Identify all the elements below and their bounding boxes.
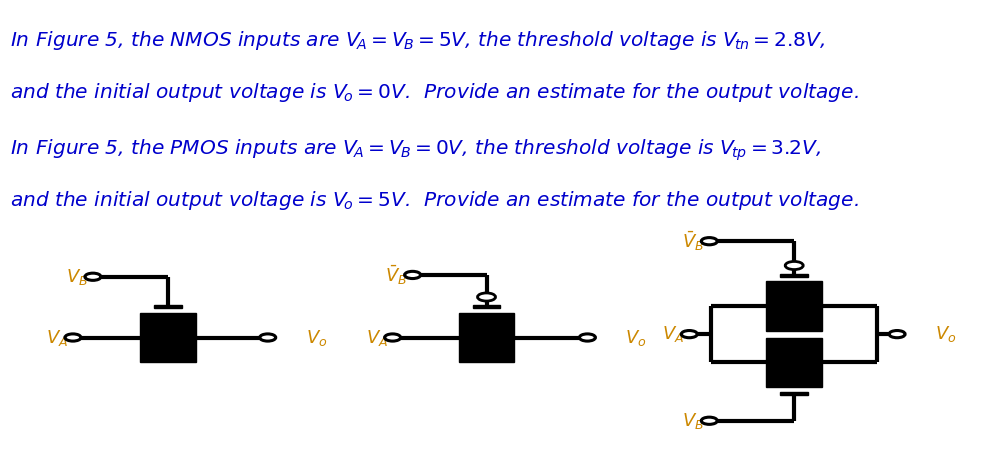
Text: $V_o$: $V_o$ <box>306 328 327 347</box>
Bar <box>766 281 822 331</box>
Bar <box>780 274 808 277</box>
Text: $V_B$: $V_B$ <box>682 411 704 431</box>
Text: $V_o$: $V_o$ <box>935 324 956 344</box>
Bar <box>459 313 514 362</box>
Text: and the initial output voltage is $V_{\!o} = 0V$.  Provide an estimate for the o: and the initial output voltage is $V_{\!… <box>10 81 859 104</box>
Text: $V_B$: $V_B$ <box>66 267 88 287</box>
Circle shape <box>889 330 905 338</box>
Circle shape <box>65 334 81 341</box>
Text: $V_o$: $V_o$ <box>625 328 646 347</box>
Text: and the initial output voltage is $V_{\!o} = 5V$.  Provide an estimate for the o: and the initial output voltage is $V_{\!… <box>10 189 859 212</box>
Circle shape <box>701 417 717 424</box>
Bar <box>140 313 196 362</box>
Circle shape <box>260 334 276 341</box>
Text: $\bar{V}_B$: $\bar{V}_B$ <box>386 263 408 287</box>
Circle shape <box>701 238 717 245</box>
Text: In Figure 5, the NMOS inputs are $V_{\!A} = V_{\!B} = 5V$, the threshold voltage: In Figure 5, the NMOS inputs are $V_{\!A… <box>10 29 825 52</box>
Bar <box>766 338 822 387</box>
Circle shape <box>579 334 595 341</box>
Circle shape <box>785 261 803 270</box>
Text: $V_A$: $V_A$ <box>46 328 68 347</box>
Circle shape <box>385 334 401 341</box>
Text: In Figure 5, the PMOS inputs are $V_{\!A} = V_{\!B} = 0V$, the threshold voltage: In Figure 5, the PMOS inputs are $V_{\!A… <box>10 137 821 163</box>
Bar <box>154 305 182 308</box>
Bar <box>780 392 808 395</box>
Text: $V_A$: $V_A$ <box>662 324 684 344</box>
Text: $V_A$: $V_A$ <box>366 328 388 347</box>
Circle shape <box>478 293 496 301</box>
Circle shape <box>405 271 421 279</box>
Circle shape <box>681 330 697 338</box>
Bar <box>473 305 500 308</box>
Circle shape <box>85 273 101 280</box>
Text: $\bar{V}_B$: $\bar{V}_B$ <box>682 230 704 253</box>
